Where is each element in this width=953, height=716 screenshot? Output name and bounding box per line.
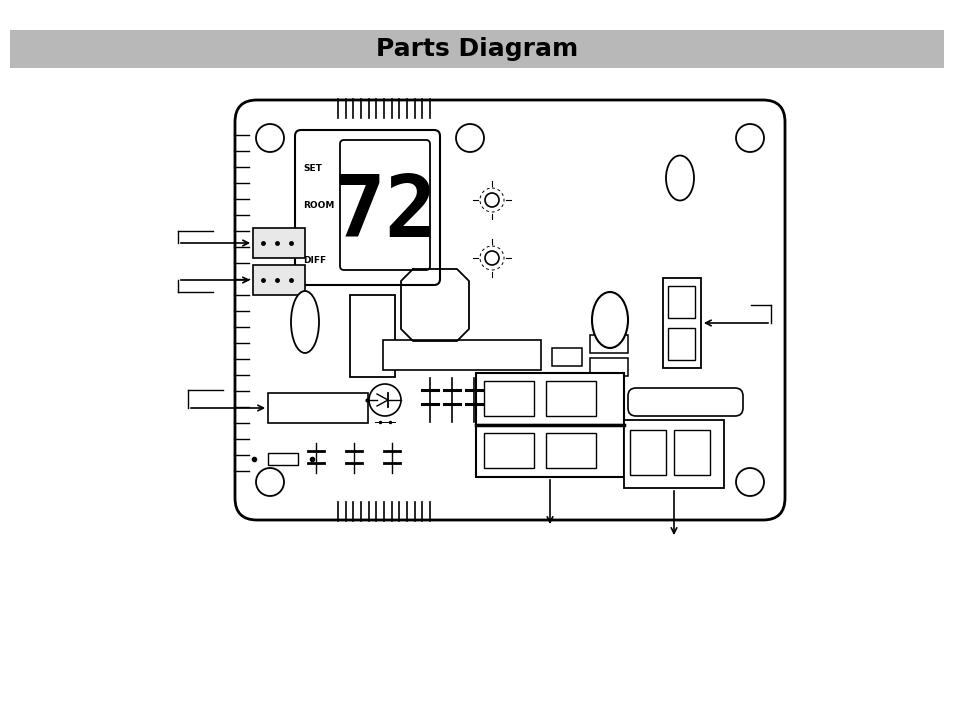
Bar bbox=[662, 278, 700, 368]
Ellipse shape bbox=[665, 155, 693, 200]
Bar bbox=[350, 295, 395, 377]
FancyBboxPatch shape bbox=[294, 130, 439, 285]
Bar bbox=[545, 381, 596, 416]
Bar bbox=[629, 430, 665, 475]
Text: Parts Diagram: Parts Diagram bbox=[375, 37, 578, 61]
Bar bbox=[673, 430, 709, 475]
Bar bbox=[589, 335, 627, 353]
Bar bbox=[476, 373, 623, 425]
Text: DIFF: DIFF bbox=[303, 256, 326, 264]
Text: 72: 72 bbox=[333, 172, 436, 254]
Bar bbox=[483, 433, 534, 468]
Bar bbox=[552, 348, 581, 366]
Text: SET: SET bbox=[303, 163, 321, 173]
FancyBboxPatch shape bbox=[339, 140, 430, 270]
FancyBboxPatch shape bbox=[234, 100, 784, 520]
Bar bbox=[476, 425, 623, 477]
Bar bbox=[667, 328, 695, 360]
Bar bbox=[623, 420, 723, 488]
FancyBboxPatch shape bbox=[627, 388, 742, 416]
Bar bbox=[253, 228, 305, 258]
Bar bbox=[268, 393, 368, 423]
Ellipse shape bbox=[291, 291, 318, 353]
Bar bbox=[382, 340, 540, 370]
Bar bbox=[268, 453, 297, 465]
Bar bbox=[10, 30, 943, 68]
Text: ROOM: ROOM bbox=[303, 200, 334, 210]
Bar bbox=[545, 433, 596, 468]
Ellipse shape bbox=[592, 292, 627, 348]
Bar bbox=[253, 265, 305, 295]
Bar bbox=[483, 381, 534, 416]
Bar bbox=[667, 286, 695, 318]
Bar bbox=[589, 358, 627, 376]
